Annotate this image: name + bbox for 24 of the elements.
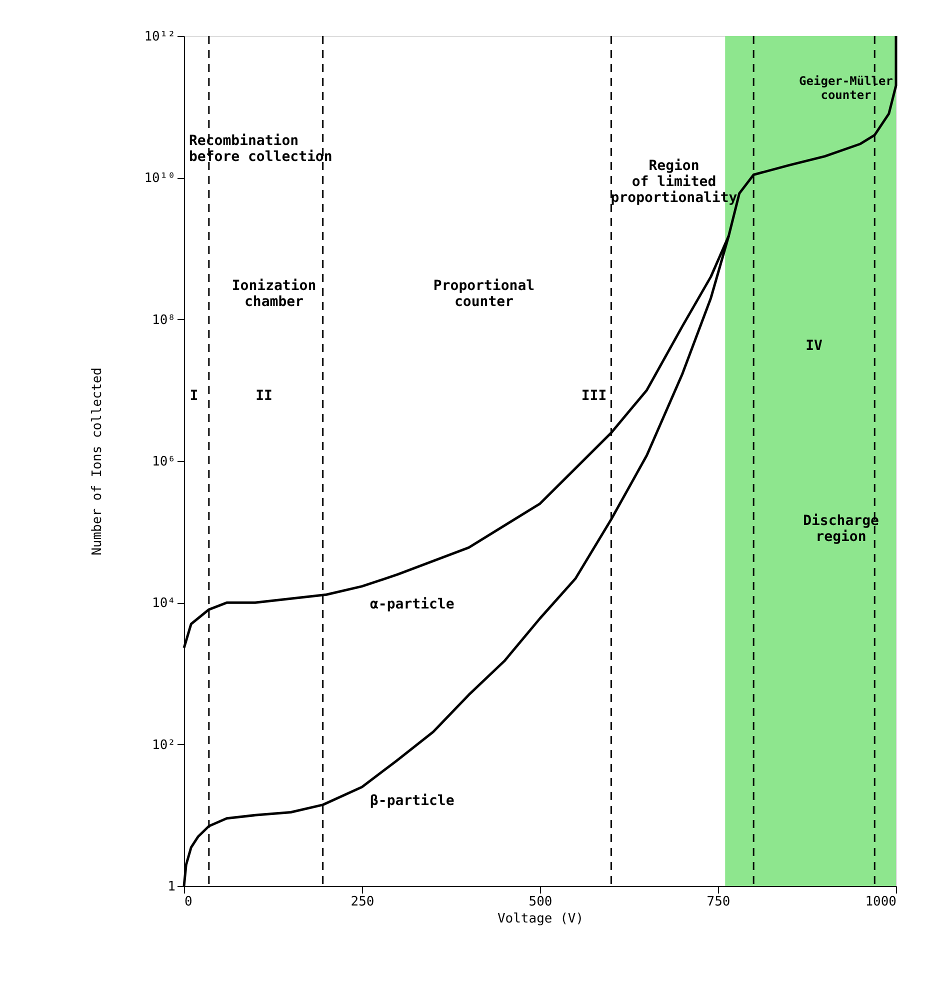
y-axis-title: Number of Ions collected	[90, 368, 106, 556]
annotation: Recombination before collection	[189, 133, 332, 165]
y-tick-label: 10²	[152, 738, 176, 753]
y-tick-label: 10¹²	[144, 30, 176, 44]
annotation: III	[581, 388, 607, 404]
y-tick-label: 10⁶	[152, 454, 176, 470]
annotation: IV	[806, 338, 823, 354]
x-tick-label: 0	[184, 894, 192, 910]
x-tick-label: 250	[350, 894, 374, 910]
y-tick-label: 1	[168, 880, 176, 894]
annotation: Ionization chamber	[232, 278, 316, 310]
annotation: I	[190, 388, 198, 404]
x-tick-label: 750	[706, 894, 730, 910]
y-tick-label: 10¹⁰	[144, 171, 176, 186]
y-tick-label: 10⁴	[152, 596, 176, 612]
annotation: Proportional counter	[433, 278, 535, 310]
series-label: α-particle	[370, 596, 454, 612]
series-label: β-particle	[370, 792, 454, 809]
annotation: II	[256, 388, 272, 404]
x-tick-label: 500	[528, 894, 552, 910]
x-axis-title: Voltage (V)	[497, 912, 584, 926]
y-tick-label: 10⁸	[152, 312, 176, 328]
annotation: Discharge region	[803, 513, 879, 545]
x-tick-label: 1000	[865, 894, 896, 910]
